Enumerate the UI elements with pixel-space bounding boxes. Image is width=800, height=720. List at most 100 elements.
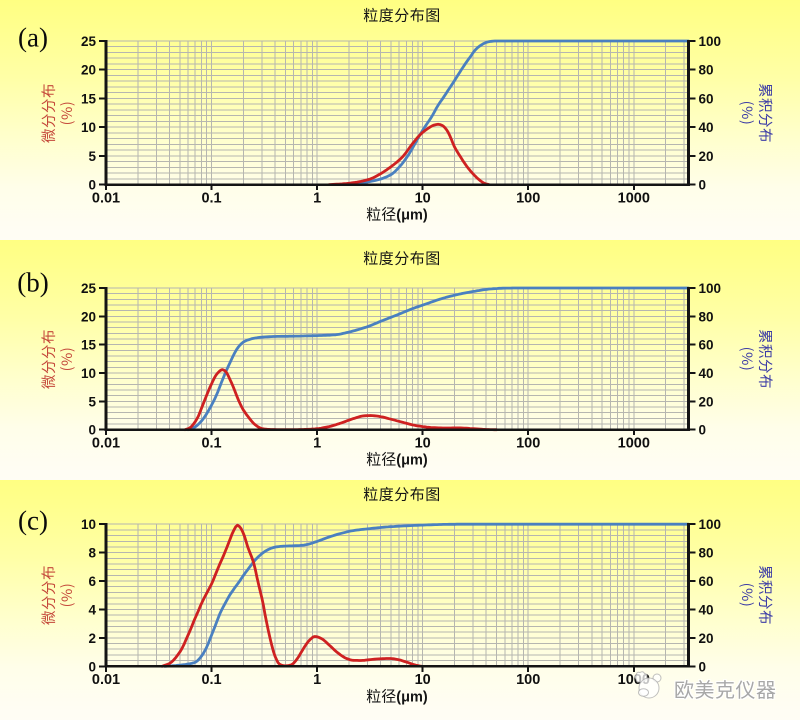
distribution-chart-panel: 0 5 10 15 20 25 0 20 40 60 80 100 0.01 0.1 1 10 100 1000 … <box>0 240 800 480</box>
x-axis-label: 粒径 <box>366 685 397 707</box>
y-left-axis-unit: (%) <box>56 582 77 608</box>
grid <box>106 287 689 430</box>
y-right-axis-unit: (%) <box>737 346 758 372</box>
y-left-tick-label: 6 <box>88 574 96 589</box>
y-right-tick-label: 100 <box>699 517 722 532</box>
omec-logo-icon <box>634 671 662 699</box>
x-axis-label: 粒径 <box>366 203 397 225</box>
x-tick-label: 10 <box>415 190 431 206</box>
cumulative-curve <box>186 286 690 432</box>
tick-marks <box>99 287 696 436</box>
y-left-tick-label: 0 <box>88 659 96 674</box>
y-right-tick-label: 40 <box>699 602 714 617</box>
y-right-tick-label: 100 <box>699 281 722 296</box>
x-tick-label: 0.01 <box>92 190 120 206</box>
y-left-tick-label: 5 <box>88 394 96 409</box>
x-tick-label: 100 <box>516 672 540 688</box>
y-left-axis-title: 微分分布 (%) <box>38 43 77 183</box>
y-left-tick-label: 0 <box>88 178 96 193</box>
x-axis-unit: (μm) <box>396 452 428 469</box>
y-right-tick-label: 80 <box>699 309 714 324</box>
y-left-axis-unit: (%) <box>56 346 77 372</box>
y-left-tick-label: 20 <box>81 309 96 324</box>
plot-area: 0 5 10 15 20 25 0 20 40 60 80 100 0.01 0.1 1 10 100 1000 <box>81 281 721 452</box>
differential-curve <box>183 368 498 432</box>
x-axis-title: 粒径(μm) <box>247 204 547 225</box>
y-right-tick-label: 0 <box>699 659 707 674</box>
x-tick-label: 100 <box>516 436 540 452</box>
y-left-axis-title: 微分分布 (%) <box>38 289 77 429</box>
grid <box>106 40 689 185</box>
tick-labels: 0 5 10 15 20 25 0 20 40 60 80 100 0.01 0.1 1 10 100 1000 <box>81 34 721 206</box>
cumulative-curve <box>334 39 690 186</box>
grid <box>106 523 689 667</box>
y-left-tick-label: 15 <box>81 338 97 353</box>
differential-curve <box>327 122 491 186</box>
x-tick-label: 0.01 <box>92 672 120 688</box>
distribution-chart-panel: 0 5 10 15 20 25 0 20 40 60 80 100 0.01 0.1 1 10 100 1000 … <box>0 0 800 240</box>
x-tick-label: 0.1 <box>201 190 221 206</box>
x-tick-label: 0.01 <box>92 436 120 452</box>
y-right-axis-label: 累积分布 <box>755 83 776 143</box>
y-right-tick-label: 20 <box>699 394 714 409</box>
x-tick-label: 10 <box>415 672 431 688</box>
y-left-axis-title: 微分分布 (%) <box>38 525 77 665</box>
tick-marks <box>99 523 696 672</box>
panel-label: (c) <box>18 505 48 536</box>
y-left-tick-label: 25 <box>81 281 97 296</box>
axes <box>104 287 690 431</box>
y-right-tick-label: 0 <box>699 423 707 438</box>
y-left-axis-unit: (%) <box>56 100 77 126</box>
y-right-tick-label: 60 <box>699 574 714 589</box>
x-axis-unit: (μm) <box>396 689 428 706</box>
y-right-tick-label: 80 <box>699 546 714 561</box>
chart-title: 粒度分布图 <box>363 483 441 505</box>
y-left-tick-label: 15 <box>81 91 97 106</box>
y-left-tick-label: 25 <box>81 34 97 49</box>
y-right-tick-label: 60 <box>699 338 714 353</box>
y-right-axis-label: 累积分布 <box>755 329 776 389</box>
x-tick-label: 0.1 <box>201 436 221 452</box>
y-left-tick-label: 5 <box>88 149 96 164</box>
y-right-tick-label: 0 <box>699 178 707 193</box>
x-tick-label: 1000 <box>618 190 650 206</box>
y-right-axis-title: 累积分布 (%) <box>737 43 776 183</box>
distribution-chart-panel: 0 2 4 6 8 10 0 20 40 60 80 100 0.01 0.1 1 10 100 1000 (c)… <box>0 480 800 720</box>
plot-area: 0 5 10 15 20 25 0 20 40 60 80 100 0.01 0.1 1 10 100 1000 <box>81 34 721 206</box>
x-tick-label: 1 <box>313 190 321 206</box>
y-left-tick-label: 10 <box>81 120 96 135</box>
x-axis-title: 粒径(μm) <box>247 449 547 470</box>
chart-title: 粒度分布图 <box>363 247 441 269</box>
y-right-axis-label: 累积分布 <box>755 565 776 625</box>
watermark: 欧美克仪器 <box>630 669 800 711</box>
axes <box>104 40 690 186</box>
watermark-text: 欧美克仪器 <box>674 674 777 703</box>
x-axis-title: 粒径(μm) <box>247 686 547 707</box>
x-tick-label: 1 <box>313 672 321 688</box>
cumulative-curve <box>163 522 690 668</box>
x-tick-label: 0.1 <box>201 672 221 688</box>
x-tick-label: 1 <box>313 436 321 452</box>
y-left-tick-label: 4 <box>88 602 96 617</box>
y-left-tick-label: 20 <box>81 63 96 78</box>
y-left-tick-label: 10 <box>81 517 96 532</box>
panel-label: (b) <box>17 267 49 298</box>
y-right-tick-label: 20 <box>699 149 714 164</box>
tick-marks <box>99 40 696 191</box>
y-left-tick-label: 10 <box>81 366 96 381</box>
tick-labels: 0 5 10 15 20 25 0 20 40 60 80 100 0.01 0.1 1 10 100 1000 <box>81 281 721 452</box>
y-right-axis-unit: (%) <box>737 100 758 126</box>
x-tick-label: 10 <box>415 436 431 452</box>
y-left-tick-label: 8 <box>88 546 96 561</box>
y-left-tick-label: 0 <box>88 423 96 438</box>
x-axis-unit: (μm) <box>396 207 428 224</box>
y-right-axis-unit: (%) <box>737 582 758 608</box>
y-right-axis-title: 累积分布 (%) <box>737 289 776 429</box>
y-right-tick-label: 40 <box>699 366 714 381</box>
y-right-axis-title: 累积分布 (%) <box>737 525 776 665</box>
y-right-tick-label: 100 <box>699 34 722 49</box>
panel-label: (a) <box>18 22 48 53</box>
y-right-tick-label: 40 <box>699 120 714 135</box>
